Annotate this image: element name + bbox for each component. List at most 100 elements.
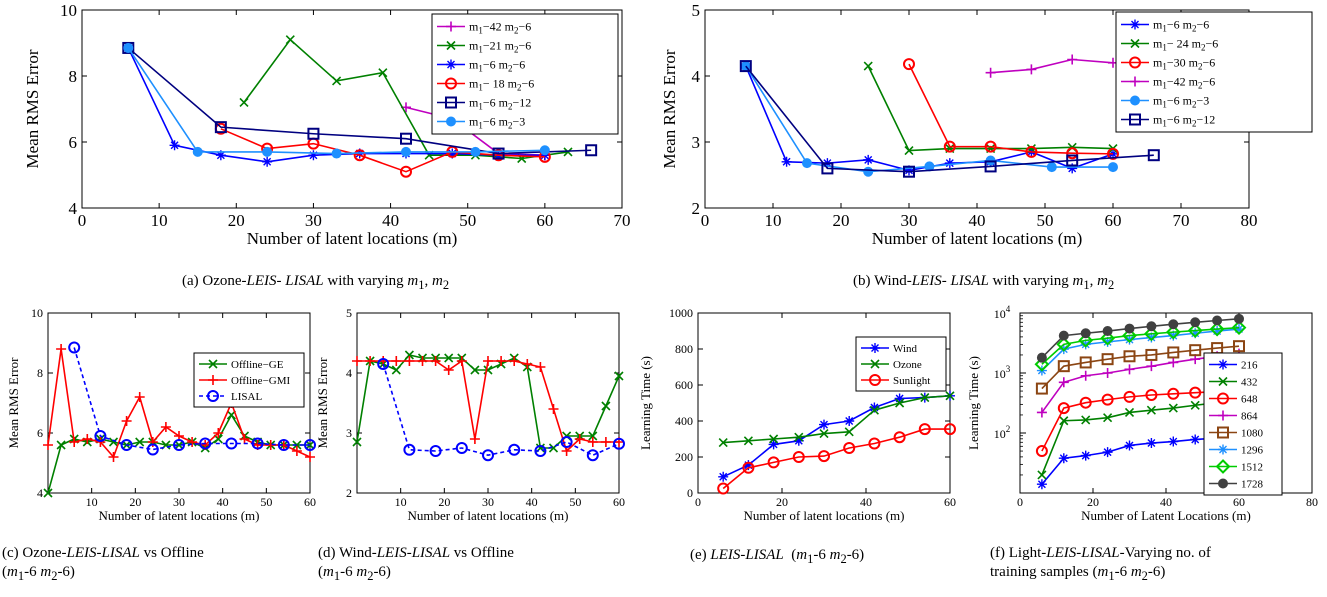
data-point [1103, 413, 1113, 423]
legend-label: Offline−GE [231, 359, 284, 371]
series-line [127, 47, 592, 155]
series-markers [718, 391, 955, 448]
series-markers [740, 61, 1118, 176]
chart-d-svg: 10 20 30 40 50 60 2 3 4 5 Number of latent locatio… [315, 306, 625, 523]
data-point [1145, 348, 1158, 361]
chart-a-svg: 0 10 20 30 40 50 60 70 4 6 8 10 Number of latent loc… [23, 1, 631, 248]
legend-label: Wind [893, 343, 917, 355]
series-markers [903, 58, 1119, 160]
data-point [120, 439, 133, 451]
data-point [1058, 330, 1069, 341]
series-LISAL [382, 363, 619, 457]
data-point [492, 147, 505, 160]
data-point [1146, 405, 1156, 415]
series-line [722, 395, 950, 478]
data-point [308, 150, 319, 161]
data-point [920, 393, 930, 403]
data-point [1167, 387, 1180, 400]
data-point [121, 416, 132, 426]
legend-label: 648 [1241, 394, 1258, 406]
data-point [1190, 400, 1200, 410]
data-point [600, 437, 611, 447]
series-Ozone [723, 395, 950, 444]
y-axis-label: Mean RMS Error [6, 357, 21, 449]
data-point [844, 416, 855, 426]
chart-f-svg: 0 20 40 60 80 102 103 104 Number of Latent Locat… [966, 304, 1318, 523]
data-point [1101, 353, 1114, 366]
x-tick-label: 20 [228, 211, 245, 230]
data-point [69, 437, 80, 447]
data-point [378, 68, 388, 78]
data-point [1046, 162, 1057, 173]
data-point [1189, 386, 1202, 399]
data-point [563, 147, 573, 157]
data-point [1036, 352, 1047, 363]
x-tick-label: 10 [151, 211, 168, 230]
y-tick-label: 10 [60, 1, 77, 20]
data-point [1080, 339, 1091, 350]
data-point [818, 450, 830, 463]
data-point [332, 76, 342, 86]
data-point [742, 461, 755, 474]
legend-label: 216 [1241, 360, 1258, 372]
data-point [291, 446, 302, 456]
data-point [1035, 445, 1048, 458]
data-point [945, 391, 955, 401]
legend: Wind Ozone Sunlight [855, 336, 947, 392]
legend-marker [870, 343, 880, 353]
data-point [470, 146, 481, 157]
series-markers [377, 358, 625, 462]
data-point [984, 140, 997, 153]
data-point [134, 392, 145, 402]
legend-label: m1​−6 m2​−3 [469, 115, 525, 131]
x-tick-label: 10 [395, 495, 407, 509]
data-point [1034, 356, 1050, 372]
legend-label: Sunlight [893, 375, 930, 387]
x-tick-label: 20 [776, 495, 788, 509]
data-point [534, 445, 547, 457]
x-tick-label: 60 [536, 211, 553, 230]
series-line [73, 347, 310, 451]
data-point [1190, 328, 1201, 339]
data-point [1143, 326, 1159, 342]
series-markers [1036, 313, 1244, 363]
data-point [135, 437, 145, 447]
data-point [43, 440, 53, 450]
x-tick-label: 40 [1160, 495, 1172, 509]
data-point [893, 431, 906, 444]
x-tick-label: 40 [382, 211, 399, 230]
data-point [903, 58, 915, 71]
series-m1−42 m2−6 [990, 58, 1114, 74]
data-point [173, 439, 185, 451]
data-point [1025, 145, 1038, 158]
x-tick-label: 80 [1241, 211, 1258, 230]
series-m1− 18 m2−6 [220, 128, 545, 173]
data-point [403, 443, 416, 456]
series-line [723, 395, 950, 444]
data-point [1209, 321, 1225, 337]
series-1728 [1041, 318, 1240, 359]
data-point [199, 437, 212, 450]
x-tick-label: 70 [614, 211, 631, 230]
x-tick-label: 60 [613, 495, 625, 509]
data-point [718, 471, 729, 482]
legend-label: m1​− 18 m2​−6 [469, 77, 534, 93]
y-axis-label: Learning Time (s) [966, 356, 981, 450]
legend-label: Offline−GMI [231, 375, 290, 387]
y-tick-label: 5 [346, 306, 352, 320]
y-tick-label: 10 [31, 306, 43, 320]
data-point [213, 428, 224, 438]
legend-label: 864 [1241, 411, 1258, 423]
x-tick-label: 10 [86, 495, 98, 509]
data-point [391, 365, 401, 375]
data-point [1124, 364, 1135, 375]
legend-label: 1296 [1241, 445, 1264, 457]
y-tick-label: 1000 [669, 306, 693, 320]
chart-panel-a: 0 10 20 30 40 50 60 70 4 6 8 10 Number of latent loc… [0, 0, 660, 260]
data-point [985, 67, 996, 78]
data-point [1081, 415, 1091, 425]
data-point [918, 423, 931, 436]
series-Offline−GE [48, 413, 310, 493]
y-tick-label: 6 [37, 426, 43, 440]
